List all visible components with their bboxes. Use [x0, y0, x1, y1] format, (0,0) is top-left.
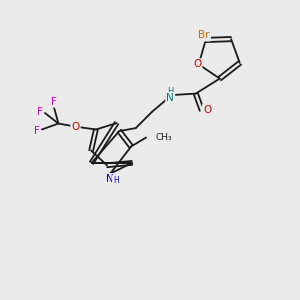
Text: CH₃: CH₃: [155, 133, 172, 142]
Text: N: N: [106, 174, 114, 184]
Text: N: N: [167, 93, 174, 103]
Text: O: O: [71, 122, 80, 131]
Text: Br: Br: [199, 31, 210, 40]
Text: H: H: [167, 87, 173, 96]
Text: F: F: [51, 97, 57, 106]
Text: O: O: [203, 105, 211, 115]
Text: O: O: [193, 59, 201, 69]
Text: H: H: [113, 176, 118, 185]
Text: F: F: [34, 126, 39, 136]
Text: F: F: [37, 106, 42, 116]
